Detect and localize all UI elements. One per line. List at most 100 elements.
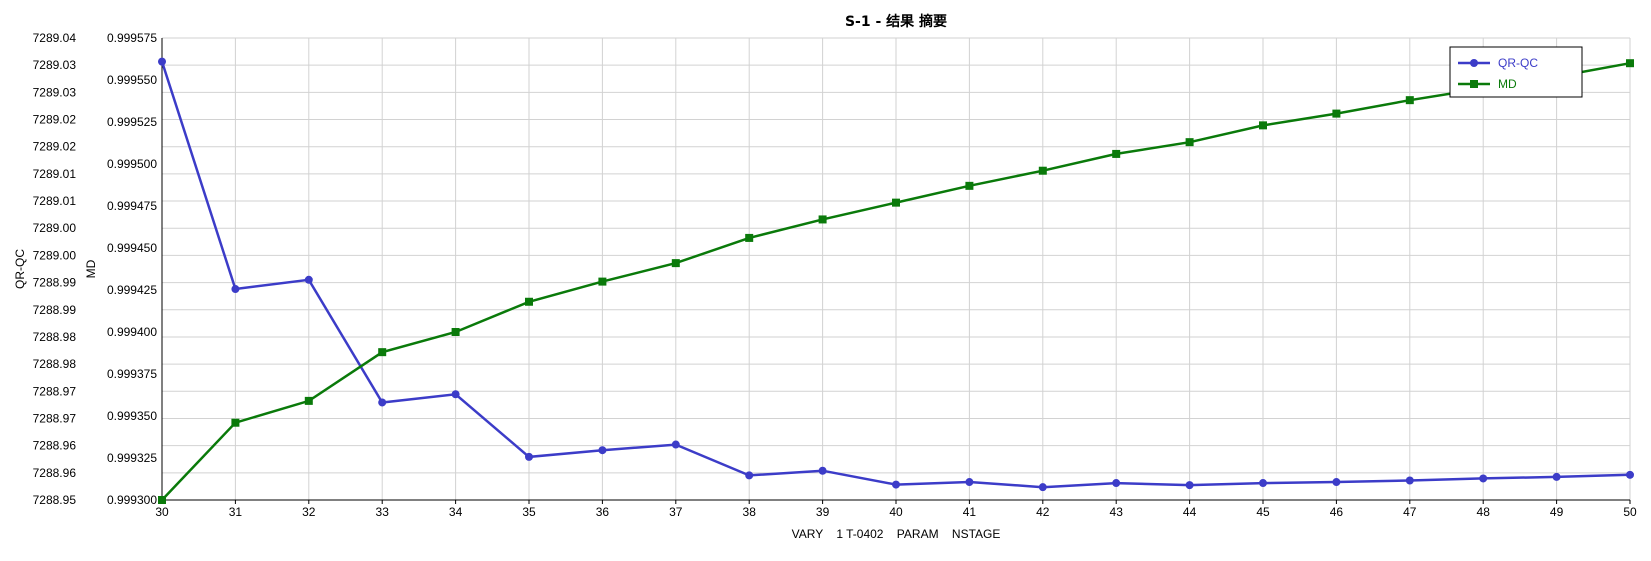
y-right-tick-label: 0.999400: [107, 325, 157, 339]
data-point: [892, 480, 900, 489]
data-point: [525, 297, 533, 306]
x-tick-label: 42: [1036, 505, 1050, 519]
data-point: [1405, 96, 1414, 105]
series-md: [158, 59, 1634, 504]
series-layer: [158, 57, 1634, 504]
y-left-tick-label: 7288.96: [33, 466, 77, 480]
data-point: [451, 390, 460, 399]
data-point: [378, 348, 387, 357]
y-left-tick-label: 7288.97: [33, 384, 77, 398]
x-tick-label: 35: [522, 505, 536, 519]
data-point: [158, 496, 166, 504]
data-point: [965, 478, 974, 487]
data-point: [1038, 483, 1047, 492]
x-tick-label: 49: [1550, 505, 1564, 519]
x-tick-label: 36: [596, 505, 610, 519]
y-left-tick-label: 7289.01: [33, 194, 77, 208]
x-tick-label: 50: [1623, 505, 1637, 519]
legend-item: QR-QC: [1458, 56, 1538, 70]
x-tick-label: 43: [1110, 505, 1124, 519]
data-point: [671, 440, 680, 449]
data-point: [965, 181, 974, 190]
y-left-tick-label: 7289.02: [33, 113, 77, 127]
data-point: [1332, 478, 1341, 487]
y-right-tick-label: 0.999525: [107, 115, 157, 129]
legend-marker: [1470, 59, 1478, 67]
x-tick-label: 45: [1256, 505, 1270, 519]
y-right-tick-label: 0.999325: [107, 451, 157, 465]
y-left-tick-label: 7288.99: [33, 276, 77, 290]
series-qr-qc: [158, 57, 1634, 492]
legend-label: QR-QC: [1498, 56, 1538, 70]
data-point: [231, 285, 240, 294]
data-point: [1185, 138, 1194, 147]
x-tick-label: 31: [229, 505, 243, 519]
y-right-tick-label: 0.999350: [107, 409, 157, 423]
x-tick-label: 37: [669, 505, 683, 519]
y-right-tick-label: 0.999475: [107, 199, 157, 213]
x-tick-label: 40: [889, 505, 903, 519]
axes: 30 31 32 33 34 35 36 37 38 39 40 41 42 43 44 45 46 47 48 49…: [33, 31, 1637, 519]
data-point: [598, 446, 607, 455]
legend-box: [1449, 46, 1583, 98]
x-tick-label: 34: [449, 505, 463, 519]
data-point: [818, 215, 827, 224]
legend-item: MD: [1458, 77, 1517, 91]
chart-title: S-1 - 结果 摘要: [845, 13, 947, 30]
y-left-tick-label: 7288.99: [33, 303, 77, 317]
data-point: [158, 57, 166, 66]
x-tick-label: 48: [1477, 505, 1491, 519]
y-axis-right-title: MD: [84, 259, 98, 278]
data-point: [1332, 109, 1341, 118]
data-point: [378, 398, 387, 407]
y-right-tick-label: 0.999425: [107, 283, 157, 297]
x-tick-label: 38: [743, 505, 757, 519]
legend-label: MD: [1498, 77, 1517, 91]
x-tick-label: 41: [963, 505, 977, 519]
y-right-tick-label: 0.999500: [107, 157, 157, 171]
data-point: [1112, 149, 1121, 158]
y-left-tick-label: 7288.98: [33, 330, 77, 344]
y-left-tick-label: 7288.96: [33, 439, 77, 453]
data-point: [451, 328, 460, 336]
legend: QR-QC MD: [1449, 46, 1583, 98]
data-point: [671, 259, 680, 268]
data-point: [1479, 474, 1488, 483]
grid: [161, 37, 1631, 501]
x-axis-title: VARY 1 T-0402 PARAM NSTAGE: [792, 527, 1001, 541]
data-point: [1185, 481, 1194, 490]
y-left-tick-label: 7289.00: [33, 221, 77, 235]
legend-marker: [1470, 80, 1478, 88]
x-tick-label: 44: [1183, 505, 1197, 519]
x-tick-label: 47: [1403, 505, 1417, 519]
x-tick-label: 30: [155, 505, 169, 519]
y-left-tick-label: 7289.01: [33, 167, 77, 181]
y-left-tick-label: 7288.98: [33, 357, 77, 371]
data-point: [231, 418, 240, 427]
y-left-tick-label: 7289.03: [33, 58, 77, 72]
data-point: [304, 396, 313, 405]
data-point: [1112, 479, 1121, 488]
x-tick-label: 46: [1330, 505, 1344, 519]
data-point: [1038, 166, 1047, 175]
data-point: [1552, 472, 1561, 481]
data-point: [1626, 470, 1634, 479]
x-tick-label: 32: [302, 505, 316, 519]
data-point: [745, 471, 754, 480]
y-right-tick-label: 0.999575: [107, 31, 157, 45]
data-point: [598, 277, 607, 286]
data-point: [892, 198, 900, 207]
data-point: [1405, 476, 1414, 485]
x-tick-label: 33: [376, 505, 390, 519]
y-right-tick-label: 0.999450: [107, 241, 157, 255]
data-point: [745, 233, 754, 242]
x-tick-label: 39: [816, 505, 830, 519]
y-left-tick-label: 7289.03: [33, 85, 77, 99]
data-point: [818, 466, 827, 475]
y-left-tick-label: 7289.04: [33, 31, 77, 45]
y-axis-left-title: QR-QC: [13, 249, 27, 289]
data-point: [1626, 59, 1634, 68]
data-point: [1259, 121, 1267, 130]
